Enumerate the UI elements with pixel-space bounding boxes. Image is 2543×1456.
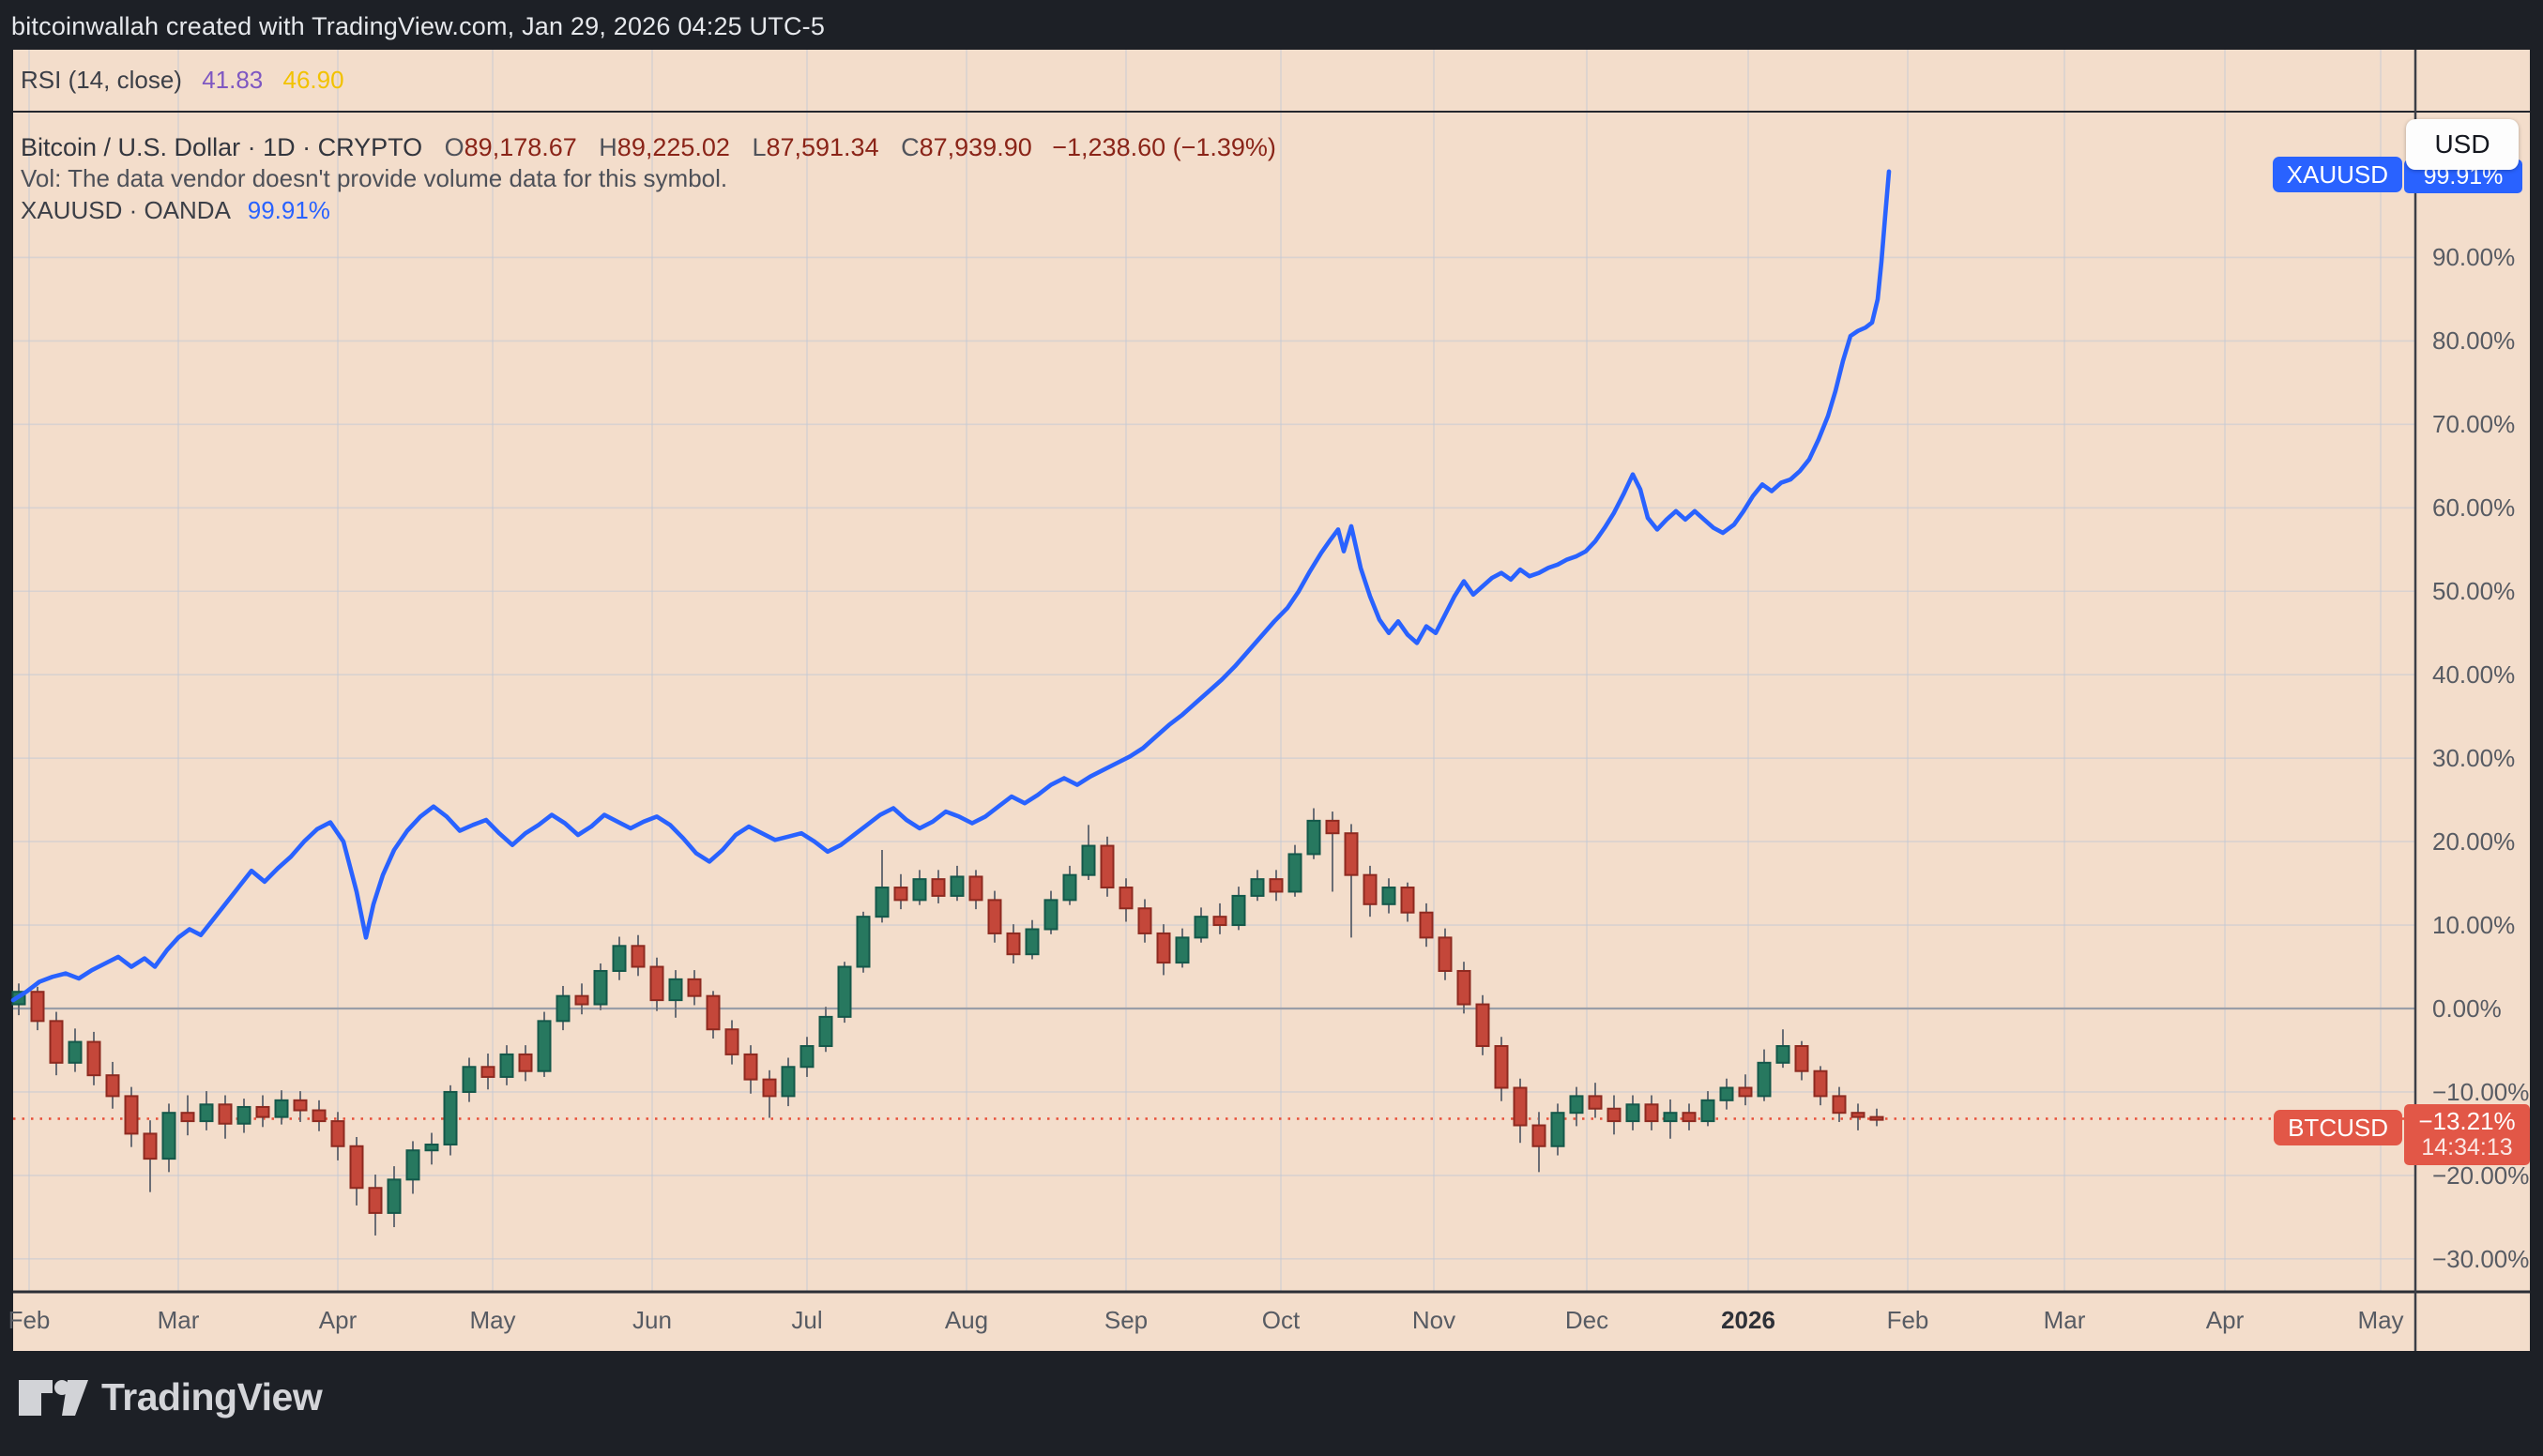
price-axis-label: 90.00% (2432, 243, 2516, 272)
price-axis-label: −10.00% (2432, 1077, 2530, 1106)
volume-note: Vol: The data vendor doesn't provide vol… (21, 164, 728, 192)
close-label: C (901, 133, 920, 161)
attribution-text: bitcoinwallah created with TradingView.c… (11, 12, 826, 40)
time-axis-label: Mar (157, 1306, 200, 1334)
comparison-legend[interactable]: XAUUSD · OANDA 99.91% (21, 196, 330, 225)
time-axis-label: Apr (318, 1306, 358, 1334)
tradingview-logo-text: TradingView (101, 1375, 323, 1418)
btcusd-series-tag: BTCUSD (2274, 1110, 2402, 1145)
time-axis-label: Oct (1261, 1306, 1301, 1334)
symbol-legend[interactable]: Bitcoin / U.S. Dollar · 1D · CRYPTO O89,… (21, 131, 1276, 163)
comparison-value: 99.91% (247, 196, 330, 224)
time-axis-label: Nov (1411, 1306, 1456, 1334)
price-axis-label: 40.00% (2432, 660, 2516, 690)
high-label: H (599, 133, 617, 161)
symbol-title: Bitcoin / U.S. Dollar · 1D · CRYPTO (21, 133, 423, 161)
price-axis-label: 20.00% (2432, 827, 2516, 857)
xauusd-series-tag: XAUUSD (2272, 157, 2402, 192)
btcusd-axis-price-tag: −13.21% 14:34:13 (2404, 1104, 2530, 1165)
close-value: 87,939.90 (919, 133, 1032, 161)
price-axis-label: 0.00% (2432, 994, 2502, 1023)
time-axis-label: Feb (1886, 1306, 1929, 1334)
low-value: 87,591.34 (766, 133, 879, 161)
open-value: 89,178.67 (464, 133, 577, 161)
time-axis-label: Feb (8, 1306, 51, 1334)
time-axis-label: Jun (632, 1306, 672, 1334)
time-axis-label: 2026 (1721, 1306, 1775, 1334)
price-axis-label: 80.00% (2432, 326, 2516, 356)
price-axis-label: 50.00% (2432, 577, 2516, 606)
tradingview-logo[interactable]: TradingView (19, 1375, 323, 1419)
rsi-value: 41.83 (202, 66, 264, 94)
open-label: O (444, 133, 464, 161)
price-axis-label: −30.00% (2432, 1244, 2530, 1273)
comparison-symbol: XAUUSD · OANDA (21, 196, 230, 224)
currency-toggle-button[interactable]: USD (2406, 119, 2519, 170)
btcusd-bar-countdown: 14:34:13 (2421, 1134, 2513, 1160)
time-axis-label: Dec (1564, 1306, 1609, 1334)
price-axis-label: 70.00% (2432, 410, 2516, 439)
rsi-indicator-legend[interactable]: RSI (14, close) 41.83 46.90 (21, 66, 358, 95)
change-value: −1,238.60 (−1.39%) (1052, 133, 1276, 161)
price-axis-label: 30.00% (2432, 744, 2516, 773)
time-axis-label: Mar (2043, 1306, 2086, 1334)
time-axis-label: May (2357, 1306, 2404, 1334)
price-axis-label: 60.00% (2432, 493, 2516, 523)
low-label: L (752, 133, 767, 161)
rsi-label: RSI (14, close) (21, 66, 182, 94)
time-axis-label: Jul (791, 1306, 823, 1334)
time-axis-label: Apr (2205, 1306, 2245, 1334)
btcusd-change-value: −13.21% (2418, 1107, 2516, 1135)
price-axis-label: −20.00% (2432, 1160, 2530, 1190)
high-value: 89,225.02 (617, 133, 730, 161)
time-axis-label: Aug (944, 1306, 989, 1334)
tradingview-logo-icon (19, 1379, 88, 1416)
price-axis-label: 10.00% (2432, 911, 2516, 940)
chart-panes-background (13, 50, 2530, 1351)
time-axis-label: May (469, 1306, 516, 1334)
rsi-ma-value: 46.90 (282, 66, 344, 94)
time-axis-label: Sep (1104, 1306, 1149, 1334)
